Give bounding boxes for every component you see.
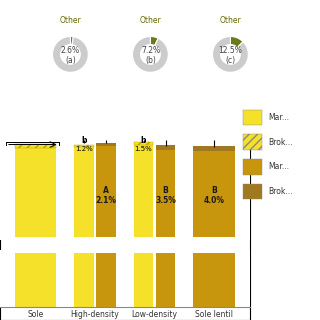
Bar [193, 146, 235, 151]
Wedge shape [52, 36, 88, 72]
Bar [96, 146, 116, 237]
Bar [74, 253, 94, 307]
Bar [193, 151, 235, 237]
Bar [156, 253, 175, 307]
Bar [96, 253, 116, 307]
Bar [134, 142, 153, 145]
Wedge shape [212, 36, 248, 72]
Text: Brok...: Brok... [268, 138, 292, 147]
Wedge shape [132, 36, 168, 72]
Text: Other: Other [220, 16, 241, 25]
Wedge shape [70, 36, 73, 45]
Bar [156, 145, 175, 150]
Bar [74, 147, 94, 237]
Text: Other: Other [60, 16, 81, 25]
Bar [134, 253, 153, 307]
FancyBboxPatch shape [243, 110, 262, 125]
Bar [74, 145, 94, 147]
Bar [96, 143, 116, 146]
Text: B
4.0%: B 4.0% [204, 186, 224, 205]
Text: A
2.1%: A 2.1% [96, 186, 116, 205]
Text: b: b [81, 135, 87, 145]
Text: Mar...: Mar... [268, 162, 289, 172]
Text: 1.5%: 1.5% [135, 146, 152, 152]
Bar [156, 150, 175, 237]
Bar [134, 145, 153, 237]
Text: B
3.5%: B 3.5% [155, 186, 176, 205]
Wedge shape [230, 36, 243, 47]
Bar [193, 253, 235, 307]
Text: b: b [141, 135, 146, 145]
FancyBboxPatch shape [243, 184, 262, 199]
Text: Mar...: Mar... [268, 113, 289, 122]
Text: 1.2%: 1.2% [75, 146, 93, 152]
Text: 12.5%
(c): 12.5% (c) [219, 45, 242, 65]
Wedge shape [150, 36, 158, 45]
FancyBboxPatch shape [243, 159, 262, 175]
Bar [15, 144, 56, 148]
FancyBboxPatch shape [243, 134, 262, 150]
Text: Brok...: Brok... [268, 187, 292, 196]
Text: Other: Other [140, 16, 161, 25]
Bar [15, 148, 56, 237]
Text: 2.6%
(a): 2.6% (a) [61, 45, 80, 65]
Bar [15, 253, 56, 307]
Text: 7.2%
(b): 7.2% (b) [141, 45, 160, 65]
